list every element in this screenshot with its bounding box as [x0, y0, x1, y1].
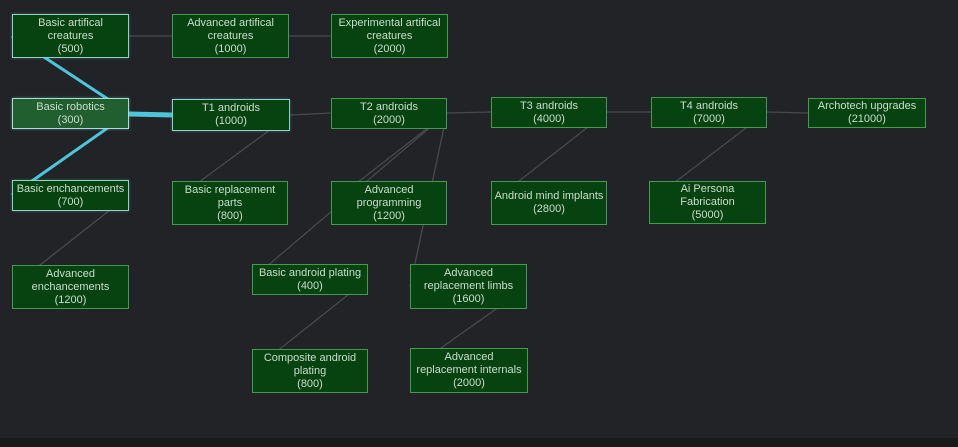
research-node-advanced-artifical-creatures[interactable]: Advanced artifical creatures (1000)	[172, 14, 289, 58]
research-node-composite-android-plating[interactable]: Composite android plating (800)	[252, 349, 368, 393]
research-node-title: Basic artifical creatures	[38, 16, 103, 42]
research-node-cost: (5000)	[691, 209, 724, 221]
research-node-basic-enchancements[interactable]: Basic enchancements (700)	[12, 180, 129, 211]
research-node-t1-androids[interactable]: T1 androids (1000)	[172, 99, 290, 131]
research-node-t2-androids[interactable]: T2 androids (2000)	[331, 98, 447, 129]
research-node-basic-robotics[interactable]: Basic robotics (300)	[12, 98, 129, 129]
research-node-title: Basic replacement parts	[184, 183, 276, 209]
research-node-title: T1 androids	[201, 102, 261, 114]
research-node-basic-artifical-creatures[interactable]: Basic artifical creatures (500)	[12, 14, 129, 58]
research-node-basic-replacement-parts[interactable]: Basic replacement parts (800)	[172, 181, 288, 225]
research-node-title: Advanced enchancements	[31, 267, 110, 293]
research-node-advanced-enchancements[interactable]: Advanced enchancements (1200)	[12, 265, 129, 309]
research-node-title: Basic robotics	[36, 100, 105, 113]
research-node-t3-androids[interactable]: T3 androids (4000)	[491, 97, 607, 128]
edge-t1-androids-to-t2-androids	[289, 112, 332, 116]
research-node-cost: (500)	[57, 42, 84, 55]
research-node-title: Archotech upgrades	[817, 100, 917, 112]
research-node-t4-androids[interactable]: T4 androids (7000)	[651, 97, 767, 128]
window-bottom-edge	[0, 438, 958, 447]
research-node-advanced-programming[interactable]: Advanced programming (1200)	[331, 181, 447, 225]
research-node-title: T2 androids	[359, 100, 419, 113]
research-node-cost: (21000)	[848, 113, 886, 125]
research-node-title: Advanced replacement limbs	[423, 267, 514, 292]
research-node-cost: (800)	[217, 209, 243, 222]
research-node-cost: (800)	[297, 377, 323, 390]
research-node-cost: (700)	[57, 195, 84, 208]
research-node-cost: (2000)	[453, 377, 485, 389]
research-node-cost: (7000)	[693, 112, 725, 125]
research-node-cost: (1200)	[54, 293, 87, 306]
research-node-title: Composite android plating	[263, 351, 357, 377]
research-node-cost: (400)	[297, 279, 323, 292]
research-node-title: Advanced artifical creatures	[187, 16, 274, 42]
research-node-title: Basic android plating	[258, 266, 362, 279]
research-node-cost: (1000)	[215, 115, 247, 127]
research-node-cost: (300)	[57, 113, 84, 126]
research-node-cost: (1200)	[373, 209, 405, 222]
research-node-advanced-replacement-limbs[interactable]: Advanced replacement limbs (1600)	[410, 264, 527, 309]
research-node-title: T4 androids	[679, 99, 739, 112]
research-node-cost: (4000)	[533, 112, 565, 125]
edge-t4-androids-to-archotech-upgrades	[766, 111, 809, 114]
research-node-title: Experimental artifical creatures	[338, 16, 441, 42]
research-node-basic-android-plating[interactable]: Basic android plating (400)	[252, 264, 368, 295]
research-node-advanced-replacement-internals[interactable]: Advanced replacement internals (2000)	[410, 348, 528, 393]
research-node-title: Ai Persona Fabrication	[680, 183, 735, 208]
research-node-archotech-upgrades[interactable]: Archotech upgrades (21000)	[808, 98, 926, 128]
research-node-android-mind-implants[interactable]: Android mind implants (2800)	[491, 181, 607, 225]
research-node-title: Android mind implants	[494, 190, 604, 202]
research-node-experimental-artifical-creatures[interactable]: Experimental artifical creatures (2000)	[331, 14, 448, 58]
research-node-cost: (1000)	[214, 42, 247, 55]
research-node-cost: (1600)	[452, 293, 485, 305]
research-node-title: Advanced programming	[356, 183, 422, 209]
research-node-title: T3 androids	[519, 99, 579, 112]
edge-basic-robotics-to-t1-androids	[128, 111, 173, 118]
research-node-cost: (2800)	[533, 203, 565, 215]
research-node-title: Advanced replacement internals	[416, 351, 522, 376]
research-node-cost: (2000)	[373, 42, 406, 55]
edge-t2-androids-to-t3-androids	[446, 111, 492, 114]
research-node-title: Basic enchancements	[16, 182, 125, 195]
research-node-ai-persona-fabrication[interactable]: Ai Persona Fabrication (5000)	[649, 181, 766, 224]
research-node-cost: (2000)	[373, 113, 405, 126]
